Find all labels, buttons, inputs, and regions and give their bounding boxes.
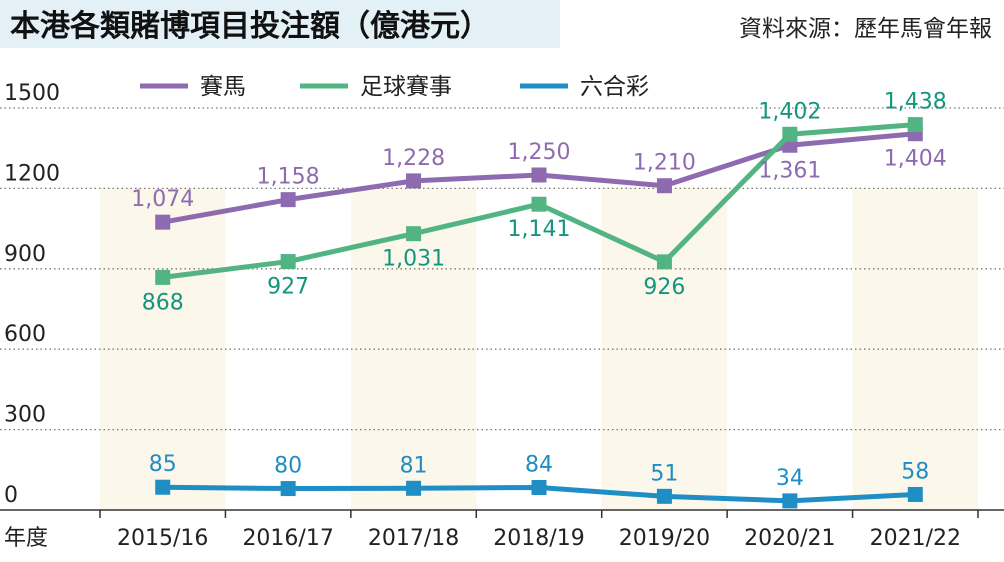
y-tick-label: 1200: [4, 161, 60, 186]
legend-label: 賽馬: [200, 74, 246, 100]
data-point: [280, 254, 296, 270]
x-tick-label: 2018/19: [493, 526, 584, 551]
data-label: 1,361: [758, 158, 821, 183]
data-point: [280, 481, 296, 497]
data-label: 34: [776, 466, 804, 491]
data-label: 868: [142, 290, 184, 315]
y-tick-label: 1500: [4, 81, 60, 106]
series: [155, 117, 923, 285]
x-tick-label: 2021/22: [870, 526, 961, 551]
data-point: [531, 167, 547, 183]
x-axis-ticks: [99, 510, 979, 518]
x-tick-label: 2015/16: [117, 526, 208, 551]
data-label: 1,031: [382, 247, 445, 272]
data-point: [656, 488, 672, 504]
chart-title: 本港各類賭博項目投注額（億港元）: [10, 9, 490, 44]
title-banner: [0, 0, 560, 48]
y-tick-label: 300: [4, 403, 46, 428]
y-tick-label: 0: [4, 483, 18, 508]
data-point: [280, 192, 296, 208]
data-label: 926: [643, 275, 685, 300]
data-point: [406, 173, 422, 189]
data-labels: 1,074 1,158 1,228 1,250 1,210 1,361 1,404 868 92…: [131, 90, 947, 491]
data-label: 1,250: [508, 140, 571, 165]
data-label: 1,404: [884, 147, 947, 172]
legend-entry: 賽馬: [140, 74, 246, 100]
data-point: [531, 479, 547, 495]
data-point: [531, 196, 547, 212]
x-tick-label: 2020/21: [744, 526, 835, 551]
data-point: [782, 126, 798, 142]
data-label: 1,228: [382, 146, 445, 171]
data-point: [656, 254, 672, 270]
series-layer: [155, 117, 923, 509]
data-label: 1,210: [633, 151, 696, 176]
data-label: 1,438: [884, 90, 947, 115]
series: [155, 479, 923, 509]
data-point: [155, 479, 171, 495]
x-tick-label: 2019/20: [619, 526, 710, 551]
data-point: [406, 226, 422, 242]
data-label: 1,141: [508, 217, 571, 242]
data-label: 1,158: [257, 165, 320, 190]
legend: 賽馬 足球賽事 六合彩: [140, 74, 649, 100]
data-point: [155, 269, 171, 285]
data-label: 927: [267, 275, 309, 300]
data-label: 1,074: [131, 187, 194, 212]
data-label: 84: [525, 452, 553, 477]
legend-label: 足球賽事: [360, 74, 452, 100]
source-note: 資料來源：歷年馬會年報: [739, 16, 992, 42]
legend-label: 六合彩: [580, 74, 649, 100]
data-label: 58: [901, 459, 929, 484]
data-point: [155, 214, 171, 230]
data-label: 85: [149, 452, 177, 477]
legend-entry: 足球賽事: [300, 74, 452, 100]
y-axis: 0 300 600 900 1200 1500: [4, 81, 60, 508]
data-point: [907, 117, 923, 133]
data-label: 51: [650, 461, 678, 486]
data-label: 81: [400, 453, 428, 478]
x-axis-title: 年度: [4, 526, 48, 551]
data-point: [656, 178, 672, 194]
data-point: [782, 493, 798, 509]
data-label: 1,402: [758, 99, 821, 124]
y-tick-label: 900: [4, 242, 46, 267]
y-tick-label: 600: [4, 322, 46, 347]
data-label: 80: [274, 454, 302, 479]
data-point: [406, 480, 422, 496]
x-tick-label: 2016/17: [242, 526, 333, 551]
x-axis-labels: 2015/16 2016/17 2017/18 2018/19 2019/20 2020/…: [117, 526, 961, 551]
data-point: [907, 486, 923, 502]
x-tick-label: 2017/18: [368, 526, 459, 551]
gridlines: [0, 107, 1004, 431]
legend-entry: 六合彩: [520, 74, 649, 100]
